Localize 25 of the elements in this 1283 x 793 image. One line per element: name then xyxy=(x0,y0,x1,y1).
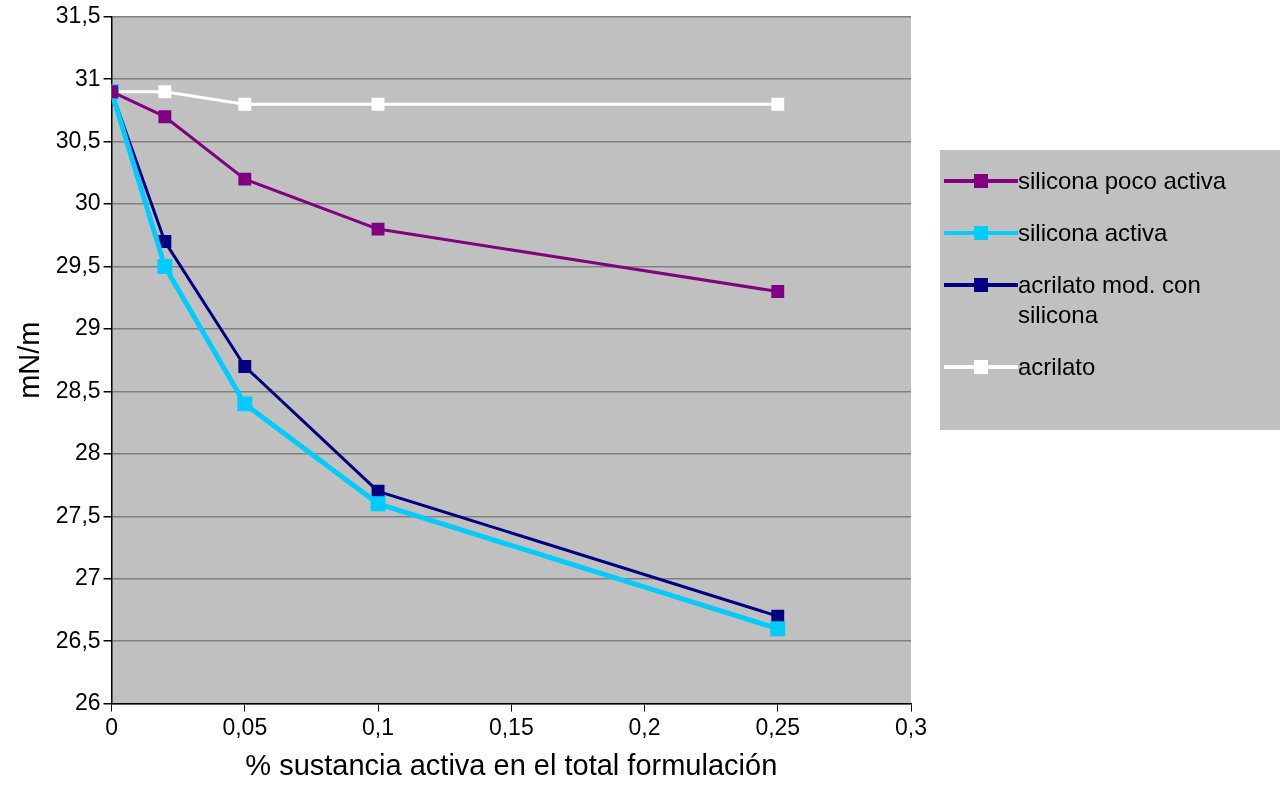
y-tick-label: 27 xyxy=(74,564,101,591)
y-tick-label: 28 xyxy=(74,439,101,466)
y-tick-label: 28,5 xyxy=(55,376,101,403)
legend-label: acrilato xyxy=(1018,352,1097,382)
y-tick-label: 29,5 xyxy=(55,251,101,278)
y-tick-label: 30 xyxy=(74,189,101,216)
x-tick-label: 0,25 xyxy=(755,713,801,740)
legend-label: silicona activa xyxy=(1018,218,1169,248)
y-tick-label: 29 xyxy=(74,314,101,341)
legend-label: silicona poco activa xyxy=(1018,166,1228,196)
y-tick-label: 27,5 xyxy=(55,501,101,528)
legend-label: acrilato mod. con silicona xyxy=(1018,270,1202,330)
y-tick-label: 30,5 xyxy=(55,127,101,154)
x-tick-label: 0,1 xyxy=(362,713,395,740)
x-tick-label: 0,2 xyxy=(628,713,661,740)
y-tick-label: 26,5 xyxy=(55,626,101,653)
x-tick-label: 0,15 xyxy=(488,713,534,740)
y-tick-label: 31,5 xyxy=(55,2,101,29)
y-tick-label: 26 xyxy=(74,688,101,715)
x-tick-label: 0 xyxy=(105,713,118,740)
y-axis-title: mN/m xyxy=(13,321,46,399)
x-tick-label: 0,3 xyxy=(895,713,927,740)
x-axis-title: % sustancia activa en el total formulación xyxy=(245,748,778,781)
y-tick-label: 31 xyxy=(74,64,101,91)
x-tick-label: 0,05 xyxy=(222,713,268,740)
